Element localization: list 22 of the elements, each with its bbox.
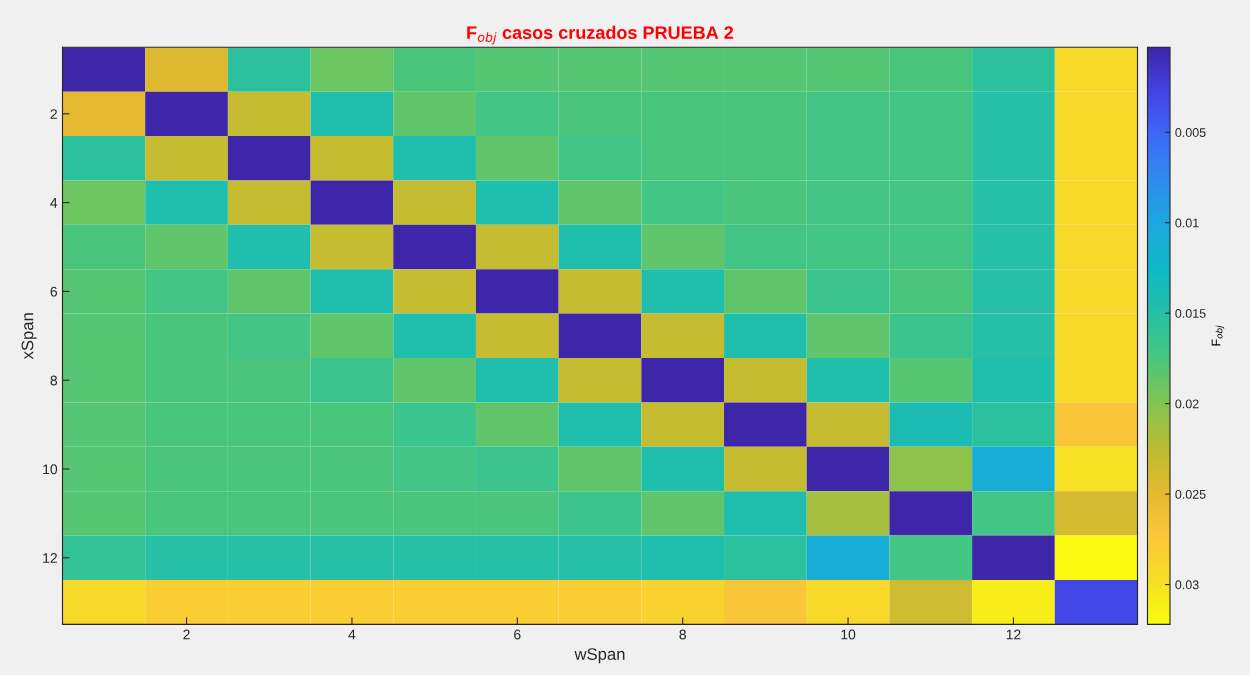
y-tick-label: 4 (50, 198, 58, 208)
x-tick-label: 12 (1006, 629, 1021, 640)
x-tick-label: 8 (679, 629, 686, 640)
y-tick-label: 8 (50, 375, 58, 386)
x-axis-title: wSpan (574, 648, 625, 664)
chart-title: F$_{obj}$ casos cruzados PRUEBA 2 (467, 25, 734, 45)
y-tick-label: 10 (43, 464, 58, 475)
y-axis-title: xSpan (21, 313, 37, 360)
color-bar-label: 0.025 (1175, 489, 1206, 499)
color-bar-label: 0.03 (1175, 580, 1199, 590)
x-tick-label: 4 (348, 629, 356, 640)
color-bar-label: 0.01 (1175, 218, 1199, 228)
y-tick-label: 12 (43, 553, 57, 563)
color-bar-label: 0.015 (1175, 309, 1206, 318)
y-tick-label: 6 (50, 286, 58, 297)
y-tick-label: 2 (50, 109, 57, 119)
color-bar-title: F$_{obj}$ (1211, 325, 1225, 346)
x-tick-label: 10 (841, 629, 856, 640)
color-bar-label: 0.02 (1175, 399, 1199, 409)
x-tick-label: 2 (183, 629, 190, 640)
x-tick-label: 6 (514, 629, 521, 640)
color-bar-label: 0.005 (1175, 128, 1206, 137)
